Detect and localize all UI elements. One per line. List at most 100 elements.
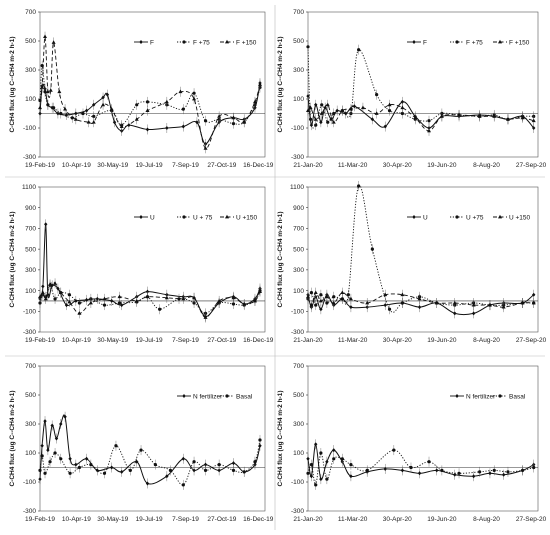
y-tick-label: -300 <box>23 154 36 161</box>
data-point <box>51 40 56 44</box>
data-point <box>63 106 68 111</box>
x-tick-label: 10-Apr-19 <box>62 516 91 523</box>
data-point <box>412 40 416 44</box>
data-point <box>365 300 370 305</box>
data-point <box>145 127 150 132</box>
data-point <box>326 120 330 124</box>
y-tick-label: -100 <box>291 125 304 132</box>
legend-label: Basal <box>509 393 526 400</box>
data-point <box>532 292 536 297</box>
data-point <box>488 471 492 476</box>
data-point <box>59 422 63 426</box>
legend-label: U <box>423 214 428 221</box>
data-point <box>92 114 96 118</box>
data-point <box>455 40 459 44</box>
data-point <box>314 483 318 487</box>
y-axis-label: C-CH4 flux (ug C--CH4 m-2 h-1) <box>9 211 16 307</box>
data-point <box>409 465 413 470</box>
data-point <box>306 294 310 299</box>
x-tick-label: 19-Jun-20 <box>427 337 457 344</box>
data-point <box>54 436 59 441</box>
y-tick-label: -100 <box>23 125 36 132</box>
data-point <box>306 94 310 99</box>
data-point <box>84 108 89 113</box>
data-point <box>139 40 143 44</box>
data-point <box>413 115 418 120</box>
data-point <box>43 34 48 39</box>
data-point <box>331 300 336 305</box>
plot-frame <box>307 11 539 158</box>
data-point <box>182 40 186 44</box>
data-point <box>41 284 45 289</box>
data-point <box>370 117 375 122</box>
data-point <box>192 91 196 95</box>
x-tick-label: 16-Dec-19 <box>243 516 274 523</box>
data-point <box>434 300 439 305</box>
data-point <box>225 39 229 44</box>
data-point <box>43 90 47 94</box>
data-point <box>38 468 42 472</box>
legend-label: U + 75 <box>193 214 213 221</box>
data-point <box>319 111 324 115</box>
data-point <box>387 109 392 113</box>
data-point <box>217 468 221 473</box>
data-point <box>360 105 365 110</box>
data-point <box>383 124 387 129</box>
data-point <box>370 247 374 251</box>
data-point <box>217 463 221 467</box>
data-point <box>325 459 329 464</box>
data-point <box>346 293 350 297</box>
data-point <box>114 444 118 448</box>
x-tick-label: 30-Apr-20 <box>383 516 412 523</box>
legend-label: U <box>150 214 155 221</box>
data-point <box>217 114 222 118</box>
data-point <box>325 477 329 481</box>
data-point <box>427 119 431 123</box>
data-point <box>453 311 457 316</box>
data-point <box>101 102 106 107</box>
y-tick-label: 900 <box>25 205 36 212</box>
data-point <box>84 456 89 461</box>
data-point <box>498 394 502 398</box>
data-point <box>452 300 457 305</box>
x-tick-label: 19-Jul-19 <box>136 162 163 169</box>
data-point <box>387 307 392 311</box>
x-tick-label: 30-May-19 <box>97 337 128 344</box>
data-point <box>319 120 323 125</box>
data-point <box>501 304 506 309</box>
data-point <box>77 301 82 305</box>
data-point <box>63 414 67 419</box>
data-point <box>225 214 229 219</box>
data-point <box>192 460 196 464</box>
data-point <box>109 106 114 111</box>
data-point <box>340 108 345 112</box>
y-tick-label: 900 <box>293 205 304 212</box>
x-tick-label: 8-Aug-20 <box>473 162 500 169</box>
data-point <box>52 106 56 110</box>
data-point <box>40 85 45 89</box>
data-point <box>117 301 122 305</box>
data-point <box>440 468 444 472</box>
chart-panel: -300 -100 100 300 500 700 21-Jan-20 11-Mar-20 30… <box>277 363 547 523</box>
y-tick-label: -100 <box>23 308 36 315</box>
y-tick-label: 700 <box>293 226 304 233</box>
data-point <box>314 102 318 107</box>
data-point <box>417 471 422 476</box>
legend-label: N fertilizer <box>193 393 223 400</box>
data-point <box>478 470 482 474</box>
data-point <box>181 296 186 301</box>
data-point <box>439 114 444 118</box>
data-point <box>319 451 323 455</box>
data-point <box>203 119 208 123</box>
x-tick-label: 11-Mar-20 <box>338 162 368 169</box>
data-point <box>532 126 536 130</box>
x-tick-label: 19-Feb-19 <box>25 516 55 523</box>
x-tick-label: 19-Feb-19 <box>25 337 55 344</box>
data-point <box>319 293 323 297</box>
data-point <box>340 290 345 295</box>
data-point <box>306 456 310 461</box>
data-point <box>349 474 353 479</box>
x-tick-label: 27-Oct-19 <box>207 162 236 169</box>
x-tick-label: 27-Sep-20 <box>516 516 547 523</box>
data-point <box>168 468 173 472</box>
